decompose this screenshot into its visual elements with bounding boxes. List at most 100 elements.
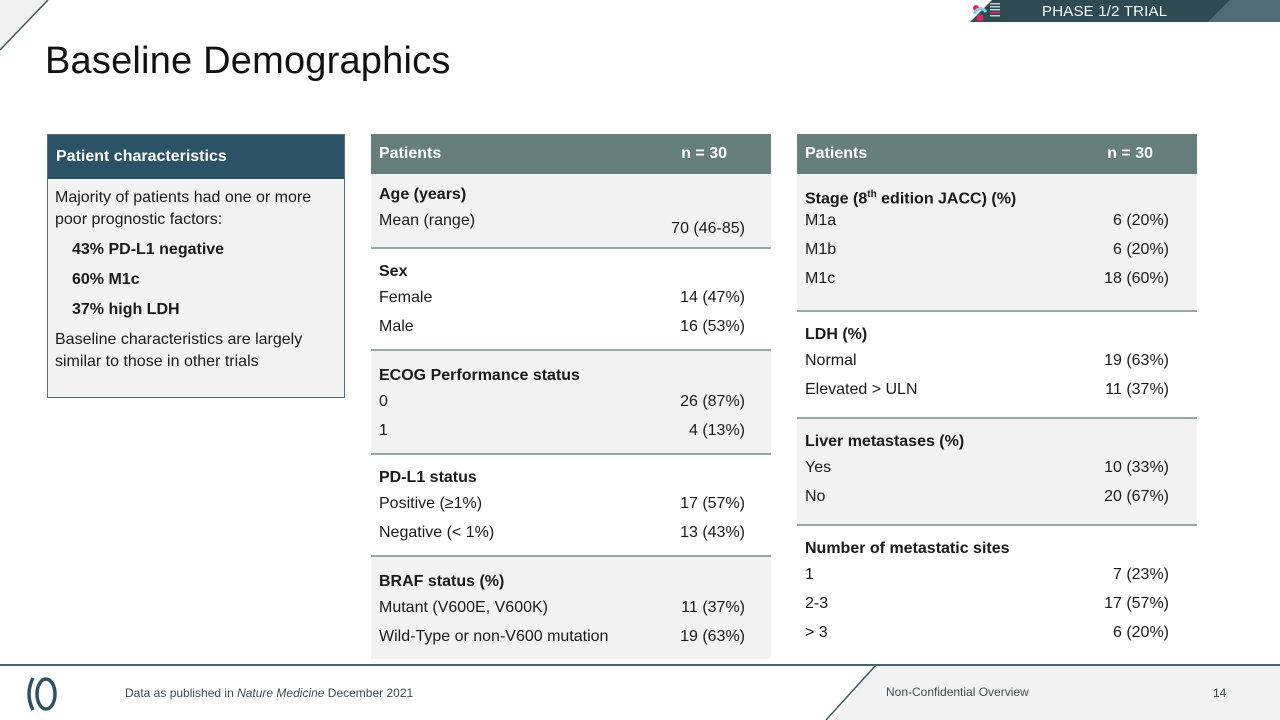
section-title: Number of metastatic sites: [805, 540, 1010, 557]
row-label: Negative (< 1%): [379, 524, 495, 541]
section-ldh: LDH (%) Normal 19 (63%) Elevated > ULN 1…: [797, 312, 1197, 419]
section-title: LDH (%): [805, 326, 868, 343]
factor-ldh: 37% high LDH: [72, 301, 180, 318]
row-value: 18 (60%): [1104, 270, 1169, 287]
row-label: Positive (≥1%): [379, 495, 483, 512]
row-value: 17 (57%): [1104, 595, 1169, 612]
phase-banner: PHASE 1/2 TRIAL: [968, 0, 1280, 24]
table-row: 2-3 17 (57%): [805, 591, 1189, 620]
table-row: Mutant (V600E, V600K) 11 (37%): [379, 595, 763, 624]
row-value: 19 (63%): [1104, 352, 1169, 369]
row-label: No: [805, 488, 826, 505]
row-value: 4 (13%): [688, 422, 745, 439]
table-row: M1a 6 (20%): [805, 208, 1189, 237]
row-value: 16 (53%): [680, 318, 745, 335]
section-title: BRAF status (%): [379, 573, 505, 590]
section-title: ECOG Performance status: [379, 367, 580, 384]
section-stage: Stage (8th edition JACC) (%) M1a 6 (20%)…: [797, 174, 1197, 312]
row-value: 17 (57%): [680, 495, 745, 512]
row-label: Yes: [805, 459, 832, 476]
row-label: M1b: [805, 241, 837, 258]
table-row: Positive (≥1%) 17 (57%): [379, 491, 763, 520]
row-label: 1: [379, 422, 388, 439]
header-patients: Patients: [379, 145, 442, 162]
row-label: 2-3: [805, 595, 829, 612]
row-value: 19 (63%): [680, 628, 745, 645]
demographics-table-left: Patients n = 30 Age (years) Mean (range)…: [371, 134, 771, 659]
patient-characteristics-box: Patient characteristics Majority of pati…: [47, 134, 345, 398]
header-patients: Patients: [805, 145, 868, 162]
row-label: 0: [379, 393, 388, 410]
row-value: 20 (67%): [1104, 488, 1169, 505]
table-row: No 20 (67%): [805, 484, 1189, 518]
section-title: Stage (8th edition JACC) (%): [805, 182, 1189, 208]
table-row: M1c 18 (60%): [805, 266, 1189, 304]
characteristics-heading: Patient characteristics: [48, 135, 344, 179]
table-header: Patients n = 30: [371, 134, 771, 174]
source-date: December 2021: [324, 686, 414, 700]
phase-label: PHASE 1/2 TRIAL: [1042, 3, 1168, 20]
row-label: M1a: [805, 212, 837, 229]
source-prefix: Data as published in: [125, 686, 238, 700]
section-title: PD-L1 status: [379, 469, 477, 486]
row-label: 1: [805, 566, 814, 583]
factor-pdl1: 43% PD-L1 negative: [72, 241, 225, 258]
center-logo-icon: [972, 3, 1000, 22]
row-value: 6 (20%): [1112, 624, 1169, 641]
table-row: > 3 6 (20%): [805, 620, 1189, 649]
table-row: Wild-Type or non-V600 mutation 19 (63%): [379, 624, 763, 653]
table-header: Patients n = 30: [797, 134, 1197, 174]
table-row: 1 7 (23%): [805, 562, 1189, 591]
row-value: 7 (23%): [1112, 566, 1169, 583]
row-label: Mean (range): [379, 212, 476, 229]
header-n: n = 30: [1107, 145, 1153, 162]
row-label: Wild-Type or non-V600 mutation: [379, 628, 609, 645]
row-label: M1c: [805, 270, 836, 287]
stage-title-pre: Stage (8: [805, 190, 868, 208]
row-value: 6 (20%): [1112, 212, 1169, 229]
table-row: Normal 19 (63%): [805, 348, 1189, 377]
row-label: Elevated > ULN: [805, 381, 918, 398]
characteristics-conclusion: Baseline characteristics are largely sim…: [55, 331, 303, 370]
stage-title-post: edition JACC) (%): [876, 190, 1017, 208]
table-row: Male 16 (53%): [379, 314, 763, 343]
footer-divider: [0, 664, 1280, 666]
table-row: Mean (range) 70 (46-85): [379, 208, 763, 243]
row-label: Female: [379, 289, 433, 306]
row-value: 11 (37%): [1105, 381, 1169, 398]
table-row: Yes 10 (33%): [805, 455, 1189, 484]
confidentiality-label: Non-Confidential Overview: [886, 685, 1029, 699]
section-braf: BRAF status (%) Mutant (V600E, V600K) 11…: [371, 557, 771, 659]
row-value: 11 (37%): [681, 599, 745, 616]
section-ecog: ECOG Performance status 0 26 (87%) 1 4 (…: [371, 351, 771, 455]
header-n: n = 30: [681, 145, 727, 162]
footer-right-panel: [825, 665, 1280, 720]
row-value: 10 (33%): [1104, 459, 1169, 476]
row-label: Male: [379, 318, 414, 335]
section-sex: Sex Female 14 (47%) Male 16 (53%): [371, 249, 771, 351]
stage-title-sup: th: [867, 189, 877, 200]
table-row: Elevated > ULN 11 (37%): [805, 377, 1189, 411]
company-logo-icon: [27, 677, 57, 711]
table-row: Negative (< 1%) 13 (43%): [379, 520, 763, 549]
page-title: Baseline Demographics: [45, 40, 451, 82]
row-label: Normal: [805, 352, 857, 369]
factor-m1c: 60% M1c: [72, 271, 140, 288]
source-journal: Nature Medicine: [237, 686, 325, 700]
demographics-table-right: Patients n = 30 Stage (8th edition JACC)…: [797, 134, 1197, 655]
table-row: 0 26 (87%): [379, 389, 763, 418]
section-title: Sex: [379, 263, 408, 280]
corner-decoration: [0, 0, 49, 51]
section-liver: Liver metastases (%) Yes 10 (33%) No 20 …: [797, 419, 1197, 526]
row-value: 26 (87%): [680, 393, 745, 410]
row-label: > 3: [805, 624, 828, 641]
table-row: 1 4 (13%): [379, 418, 763, 447]
characteristics-intro: Majority of patients had one or more poo…: [55, 189, 312, 228]
section-title: Liver metastases (%): [805, 433, 965, 450]
row-value: 70 (46-85): [671, 220, 745, 237]
table-row: M1b 6 (20%): [805, 237, 1189, 266]
table-row: Female 14 (47%): [379, 285, 763, 314]
row-label: Mutant (V600E, V600K): [379, 599, 548, 616]
section-pdl1: PD-L1 status Positive (≥1%) 17 (57%) Neg…: [371, 455, 771, 557]
row-value: 14 (47%): [680, 289, 745, 306]
